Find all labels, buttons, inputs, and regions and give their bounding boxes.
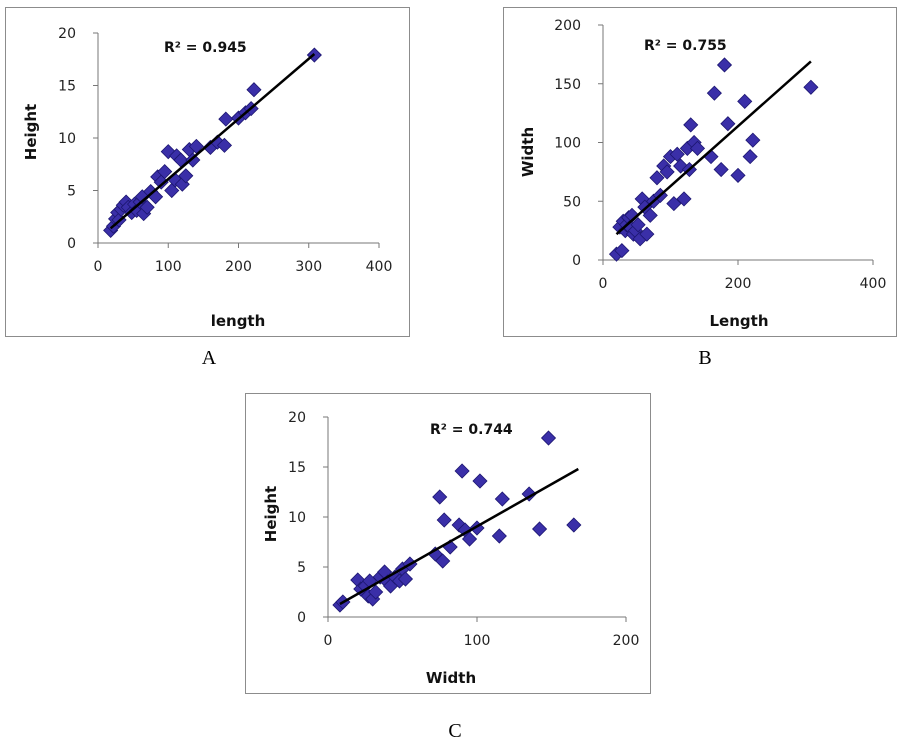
x-tick-label-c: 200: [613, 633, 640, 649]
data-point-c: [532, 521, 548, 537]
data-point-c: [461, 531, 478, 547]
chart-panel-a: 0 5 10 15 20 0 100 200 300 400 R² = 0.945 length …: [5, 7, 410, 337]
y-tick-label-c: 15: [288, 460, 306, 476]
y-tick-label-c: 0: [297, 610, 306, 626]
y-tick-label-a: 5: [67, 184, 76, 200]
data-point-b: [630, 217, 646, 233]
trendline-a: [109, 53, 316, 230]
y-tick-label-b: 150: [554, 77, 581, 93]
trendline-c: [339, 467, 579, 606]
y-tick-label-b: 0: [572, 253, 581, 269]
x-tick-label-c: 100: [464, 633, 491, 649]
x-tick-label-b: 200: [725, 276, 752, 292]
y-tick-label-a: 0: [67, 236, 76, 252]
data-point-c: [491, 528, 507, 544]
data-point-c: [368, 584, 384, 600]
trendline-b: [615, 60, 812, 236]
data-point-b: [659, 164, 675, 180]
y-tick-label-a: 20: [58, 26, 76, 42]
y-tick-label-c: 10: [288, 510, 306, 526]
x-tick-label-a: 100: [155, 259, 182, 275]
plot-area-b: 0 50 100 150 200 0 200 400: [554, 18, 886, 292]
data-point-b: [639, 226, 655, 242]
data-point-b: [713, 161, 729, 178]
data-point-b: [649, 170, 665, 186]
r2-label-a: R² = 0.945: [164, 40, 247, 56]
data-point-b: [669, 146, 685, 162]
data-point-a: [139, 199, 155, 215]
x-axis-label-c: Width: [426, 669, 476, 687]
x-tick-label-a: 200: [225, 259, 252, 275]
x-tick-label-c: 0: [324, 633, 333, 649]
data-point-c: [494, 491, 510, 507]
data-point-b: [720, 116, 736, 132]
data-point-c: [566, 517, 582, 533]
data-point-a: [157, 164, 173, 180]
data-point-b: [742, 149, 758, 165]
data-point-c: [432, 489, 448, 505]
data-point-c: [454, 463, 470, 479]
data-point-b: [614, 243, 630, 259]
figure-label-b: B: [698, 347, 712, 369]
data-point-b: [689, 140, 706, 156]
y-tick-label-b: 50: [563, 194, 581, 210]
data-point-c: [472, 473, 488, 489]
data-point-c: [436, 512, 452, 528]
data-point-b: [730, 167, 746, 183]
data-point-b: [706, 85, 722, 101]
data-point-c: [435, 553, 451, 569]
data-point-c: [540, 430, 557, 446]
x-axis-label-b: Length: [710, 312, 769, 330]
data-point-a: [216, 137, 233, 153]
chart-panel-b: 0 50 100 150 200 0 200 400 R² = 0.755 Length Wi…: [503, 7, 897, 337]
data-point-b: [716, 57, 733, 73]
y-tick-label-a: 15: [58, 79, 76, 95]
y-tick-label-b: 100: [554, 136, 581, 152]
y-tick-label-b: 200: [554, 18, 581, 34]
x-axis-label-a: length: [211, 312, 266, 330]
y-axis-label-a: Height: [22, 104, 40, 160]
data-point-b: [683, 117, 699, 133]
data-point-a: [218, 111, 234, 127]
data-point-b: [737, 93, 753, 109]
data-point-a: [246, 82, 262, 98]
y-axis-label-c: Height: [262, 486, 280, 542]
r2-label-b: R² = 0.755: [644, 38, 727, 54]
x-tick-label-b: 0: [599, 276, 608, 292]
figure-label-c: C: [448, 720, 462, 742]
y-tick-label-c: 20: [288, 410, 306, 426]
x-tick-label-a: 300: [295, 259, 322, 275]
data-point-b: [666, 196, 682, 212]
data-point-b: [803, 79, 819, 95]
x-tick-label-a: 400: [366, 259, 393, 275]
data-point-c: [397, 571, 414, 587]
data-point-b: [642, 207, 658, 223]
r2-label-c: R² = 0.744: [430, 422, 513, 438]
chart-panel-c: 0 5 10 15 20 0 100 200 R² = 0.744 Width Height: [245, 393, 651, 694]
data-point-b: [745, 132, 761, 148]
x-tick-label-b: 400: [860, 276, 887, 292]
x-tick-label-a: 0: [94, 259, 103, 275]
data-point-b: [676, 191, 692, 207]
data-point-a: [178, 168, 194, 184]
y-axis-label-b: Width: [519, 127, 537, 177]
y-tick-label-c: 5: [297, 560, 306, 576]
y-tick-label-a: 10: [58, 131, 76, 147]
chart-svg-b: 0 50 100 150 200 0 200 400 R² = 0.755 Length Wi…: [519, 18, 886, 330]
figure-label-a: A: [201, 347, 217, 369]
